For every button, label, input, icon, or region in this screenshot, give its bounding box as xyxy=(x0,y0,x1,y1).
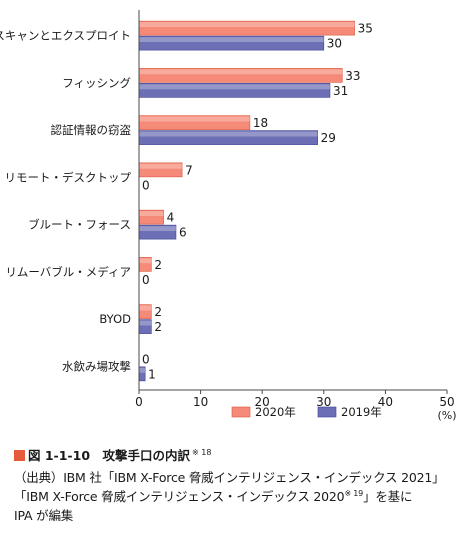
category-label: リモート・デスクトップ xyxy=(5,170,132,184)
value-label: 2 xyxy=(154,320,162,334)
value-label: 1 xyxy=(148,367,156,381)
value-label: 2 xyxy=(154,305,162,319)
category-label: リムーバブル・メディア xyxy=(5,265,131,279)
value-label: 7 xyxy=(185,163,193,177)
bar-highlight xyxy=(139,131,318,137)
bar-highlight xyxy=(139,69,343,75)
source-line-3: IPA が編集 xyxy=(14,508,74,523)
source-note: ※ 19 xyxy=(344,488,364,498)
legend: 2020年 2019年 xyxy=(231,405,382,419)
bar-highlight xyxy=(139,320,152,326)
figure-label: 図 1-1-10 攻撃手口の内訳 xyxy=(28,448,191,463)
bar-highlight xyxy=(139,22,355,28)
legend-swatch-2020 xyxy=(231,406,251,418)
bar-highlight xyxy=(139,226,176,232)
value-label: 6 xyxy=(179,226,187,240)
value-label: 30 xyxy=(327,37,342,51)
figure-caption: 図 1-1-10 攻撃手口の内訳 ※ 18 xyxy=(14,445,211,464)
value-label: 0 xyxy=(142,273,150,287)
value-label: 4 xyxy=(167,211,175,225)
category-label: 水飲み場攻撃 xyxy=(62,359,131,373)
figure-note: ※ 18 xyxy=(192,447,212,457)
value-label: 18 xyxy=(253,116,268,130)
value-label: 2 xyxy=(154,258,162,272)
value-label: 0 xyxy=(142,178,150,192)
bar-highlight xyxy=(139,211,164,217)
x-axis-unit: (%) xyxy=(437,409,456,422)
bar-highlight xyxy=(139,116,250,122)
category-labels: スキャンとエクスプロイトフィッシング認証情報の窃盗リモート・デスクトップブルート… xyxy=(0,29,131,374)
source-line-2: 「IBM X-Force 脅威インテリジェンス・インデックス 2020※ 19」… xyxy=(14,486,412,505)
bar-highlight xyxy=(139,163,183,169)
caption-marker xyxy=(14,450,25,461)
attack-methods-bar-chart: スキャンとエクスプロイトフィッシング認証情報の窃盗リモート・デスクトップブルート… xyxy=(0,10,457,422)
value-label: 0 xyxy=(142,352,150,366)
value-label: 29 xyxy=(321,131,336,145)
value-label: 31 xyxy=(333,84,348,98)
category-label: スキャンとエクスプロイト xyxy=(0,29,131,43)
source-line-1: （出典）IBM 社「IBM X-Force 脅威インテリジェンス・インデックス … xyxy=(14,470,445,485)
bar-highlight xyxy=(139,258,152,264)
legend-swatch-2019 xyxy=(317,406,337,418)
x-tick-label: 40 xyxy=(378,395,393,409)
bar-highlight xyxy=(139,305,152,311)
bar-highlight xyxy=(139,84,330,90)
x-tick-labels: 0 10 20 30 40 50 xyxy=(135,390,455,409)
bar-highlight xyxy=(139,37,324,43)
category-label: BYOD xyxy=(99,312,131,326)
legend-label: 2019年 xyxy=(341,405,382,419)
category-label: フィッシング xyxy=(62,76,131,90)
x-tick-label: 50 xyxy=(439,395,454,409)
bars-layer xyxy=(138,20,355,382)
source-line-2a: 「IBM X-Force 脅威インテリジェンス・インデックス 2020 xyxy=(14,489,345,504)
value-label: 35 xyxy=(358,22,373,36)
category-label: 認証情報の窃盗 xyxy=(51,123,132,137)
x-tick-label: 0 xyxy=(135,395,143,409)
x-tick-label: 30 xyxy=(316,395,331,409)
value-label: 33 xyxy=(345,69,360,83)
x-tick-label: 10 xyxy=(193,395,208,409)
legend-label: 2020年 xyxy=(255,405,296,419)
source-line-2b: 」を基に xyxy=(363,489,413,504)
bar-highlight xyxy=(139,367,146,373)
x-tick-label: 20 xyxy=(255,395,270,409)
category-label: ブルート・フォース xyxy=(28,218,131,232)
